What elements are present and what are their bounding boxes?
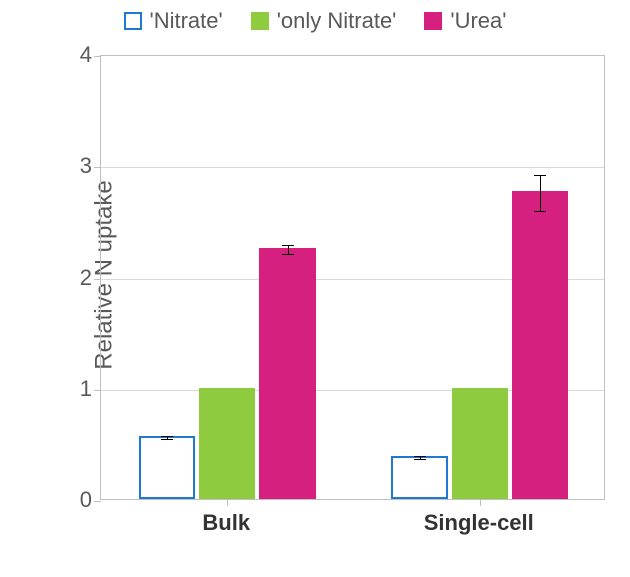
plot-inner <box>101 56 604 499</box>
error-bar <box>540 175 541 211</box>
y-tick-mark <box>94 501 101 502</box>
y-tick-label: 1 <box>52 376 92 402</box>
y-tick-mark <box>94 390 101 391</box>
bar <box>199 388 255 499</box>
legend-label: 'Urea' <box>450 8 506 34</box>
legend-label: 'only Nitrate' <box>277 8 397 34</box>
legend-item: 'only Nitrate' <box>251 8 397 34</box>
y-tick-mark <box>94 279 101 280</box>
error-bar <box>288 245 289 254</box>
x-tick-mark <box>227 499 228 506</box>
chart-container: 'Nitrate''only Nitrate''Urea' Relative N… <box>0 0 630 577</box>
legend-item: 'Nitrate' <box>124 8 223 34</box>
legend-swatch <box>124 12 142 30</box>
bar <box>512 191 568 499</box>
legend: 'Nitrate' 'only Nitrate' 'Urea' <box>0 8 630 34</box>
error-cap <box>414 459 426 460</box>
x-tick-label: Single-cell <box>424 510 534 536</box>
error-cap <box>534 175 546 176</box>
y-tick-label: 4 <box>52 42 92 68</box>
y-tick-label: 3 <box>52 153 92 179</box>
error-cap <box>534 211 546 212</box>
error-cap <box>414 456 426 457</box>
bar <box>259 248 315 499</box>
x-tick-label: Bulk <box>202 510 250 536</box>
bar <box>452 388 508 499</box>
y-tick-label: 2 <box>52 265 92 291</box>
y-tick-label: 0 <box>52 487 92 513</box>
y-tick-mark <box>94 56 101 57</box>
bar <box>139 436 195 499</box>
legend-label: 'Nitrate' <box>150 8 223 34</box>
error-cap <box>282 245 294 246</box>
legend-item: 'Urea' <box>424 8 506 34</box>
error-cap <box>161 436 173 437</box>
legend-swatch <box>251 12 269 30</box>
grid-line <box>101 167 604 168</box>
x-tick-mark <box>480 499 481 506</box>
y-tick-mark <box>94 167 101 168</box>
error-cap <box>161 439 173 440</box>
bar <box>391 456 447 499</box>
legend-swatch <box>424 12 442 30</box>
plot-area <box>100 55 605 500</box>
error-cap <box>282 254 294 255</box>
